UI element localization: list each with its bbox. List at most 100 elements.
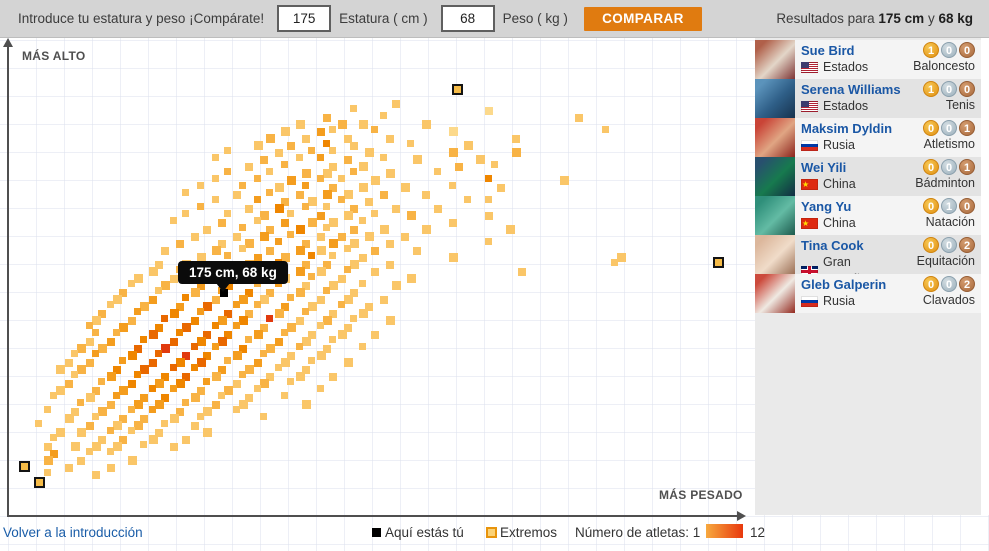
scatter-bin[interactable] (392, 205, 400, 213)
scatter-bin[interactable] (170, 443, 178, 451)
scatter-bin[interactable] (197, 413, 204, 420)
scatter-bin[interactable] (254, 175, 261, 182)
scatter-bin[interactable] (380, 154, 387, 161)
scatter-bin[interactable] (140, 336, 147, 343)
scatter-bin[interactable] (197, 358, 206, 367)
scatter-bin[interactable] (161, 373, 169, 381)
scatter-bin[interactable] (323, 169, 332, 178)
height-input[interactable] (277, 5, 332, 32)
scatter-bin[interactable] (266, 289, 274, 297)
extreme-athlete-marker[interactable] (452, 84, 463, 95)
scatter-bin[interactable] (323, 224, 330, 231)
scatter-bin[interactable] (218, 219, 226, 227)
scatter-bin[interactable] (155, 400, 164, 409)
scatter-bin[interactable] (422, 120, 431, 129)
scatter-bin[interactable] (113, 295, 122, 304)
scatter-bin[interactable] (308, 357, 315, 364)
scatter-bin[interactable] (182, 399, 189, 406)
scatter-bin[interactable] (197, 337, 206, 346)
scatter-bin[interactable] (317, 246, 326, 255)
scatter-bin[interactable] (134, 308, 141, 315)
scatter-bin[interactable] (302, 261, 310, 269)
scatter-bin[interactable] (344, 156, 352, 164)
scatter-bin[interactable] (119, 436, 127, 444)
scatter-bin[interactable] (323, 190, 332, 199)
scatter-bin[interactable] (224, 168, 231, 175)
scatter-bin[interactable] (329, 310, 337, 318)
scatter-bin[interactable] (338, 301, 345, 308)
scatter-bin[interactable] (329, 336, 336, 343)
scatter-bin[interactable] (449, 219, 457, 227)
scatter-bin[interactable] (203, 302, 212, 311)
scatter-bin[interactable] (275, 183, 284, 192)
scatter-bin[interactable] (98, 378, 105, 385)
scatter-bin[interactable] (287, 231, 294, 238)
scatter-bin[interactable] (155, 261, 163, 269)
scatter-bin[interactable] (191, 288, 200, 297)
scatter-bin[interactable] (98, 344, 107, 353)
scatter-bin[interactable] (329, 239, 338, 248)
scatter-bin[interactable] (92, 442, 101, 451)
scatter-bin[interactable] (239, 245, 246, 252)
scatter-bin[interactable] (176, 408, 184, 416)
scatter-bin[interactable] (161, 247, 169, 255)
scatter-bin[interactable] (149, 359, 157, 367)
scatter-bin[interactable] (149, 406, 156, 413)
scatter-bin[interactable] (350, 315, 357, 322)
scatter-bin[interactable] (266, 315, 273, 322)
scatter-bin[interactable] (233, 191, 241, 199)
scatter-bin[interactable] (239, 224, 246, 231)
scatter-bin[interactable] (119, 323, 128, 332)
scatter-bin[interactable] (233, 233, 241, 241)
scatter-bin[interactable] (323, 114, 331, 122)
scatter-bin[interactable] (275, 364, 282, 371)
scatter-bin[interactable] (281, 161, 288, 168)
scatter-bin[interactable] (212, 343, 219, 350)
weight-input[interactable] (440, 5, 495, 32)
scatter-bin[interactable] (86, 338, 94, 346)
scatter-bin[interactable] (203, 352, 211, 360)
scatter-bin[interactable] (260, 350, 267, 357)
scatter-bin[interactable] (296, 288, 305, 297)
scatter-bin[interactable] (182, 352, 190, 360)
scatter-bin[interactable] (161, 315, 168, 322)
scatter-bin[interactable] (140, 365, 149, 374)
scatter-bin[interactable] (107, 338, 115, 346)
scatter-bin[interactable] (245, 394, 253, 402)
scatter-bin[interactable] (65, 359, 73, 367)
scatter-bin[interactable] (155, 287, 162, 294)
scatter-bin[interactable] (197, 387, 205, 395)
scatter-bin[interactable] (308, 218, 317, 227)
scatter-bin[interactable] (128, 351, 137, 360)
scatter-bin[interactable] (464, 141, 473, 150)
scatter-bin[interactable] (149, 435, 158, 444)
scatter-bin[interactable] (44, 456, 53, 465)
scatter-bin[interactable] (449, 127, 458, 136)
scatter-bin[interactable] (218, 240, 226, 248)
scatter-bin[interactable] (197, 253, 206, 262)
scatter-bin[interactable] (107, 401, 115, 409)
scatter-bin[interactable] (191, 233, 199, 241)
scatter-bin[interactable] (338, 120, 347, 129)
scatter-bin[interactable] (323, 345, 331, 353)
scatter-bin[interactable] (317, 128, 325, 136)
scatter-bin[interactable] (302, 282, 310, 290)
scatter-bin[interactable] (386, 135, 394, 143)
scatter-bin[interactable] (296, 372, 305, 381)
scatter-bin[interactable] (218, 337, 227, 346)
scatter-bin[interactable] (302, 135, 310, 143)
scatter-bin[interactable] (77, 365, 86, 374)
scatter-bin[interactable] (92, 413, 99, 420)
scatter-bin[interactable] (140, 441, 147, 448)
scatter-bin[interactable] (350, 289, 358, 297)
scatter-bin[interactable] (344, 190, 353, 199)
scatter-bin[interactable] (224, 386, 233, 395)
scatter-bin[interactable] (350, 226, 358, 234)
scatter-bin[interactable] (485, 212, 493, 220)
scatter-bin[interactable] (65, 380, 73, 388)
extreme-athlete-marker[interactable] (19, 461, 30, 472)
scatter-bin[interactable] (344, 266, 351, 273)
scatter-bin[interactable] (170, 275, 178, 283)
scatter-bin[interactable] (212, 401, 220, 409)
scatter-bin[interactable] (323, 316, 332, 325)
